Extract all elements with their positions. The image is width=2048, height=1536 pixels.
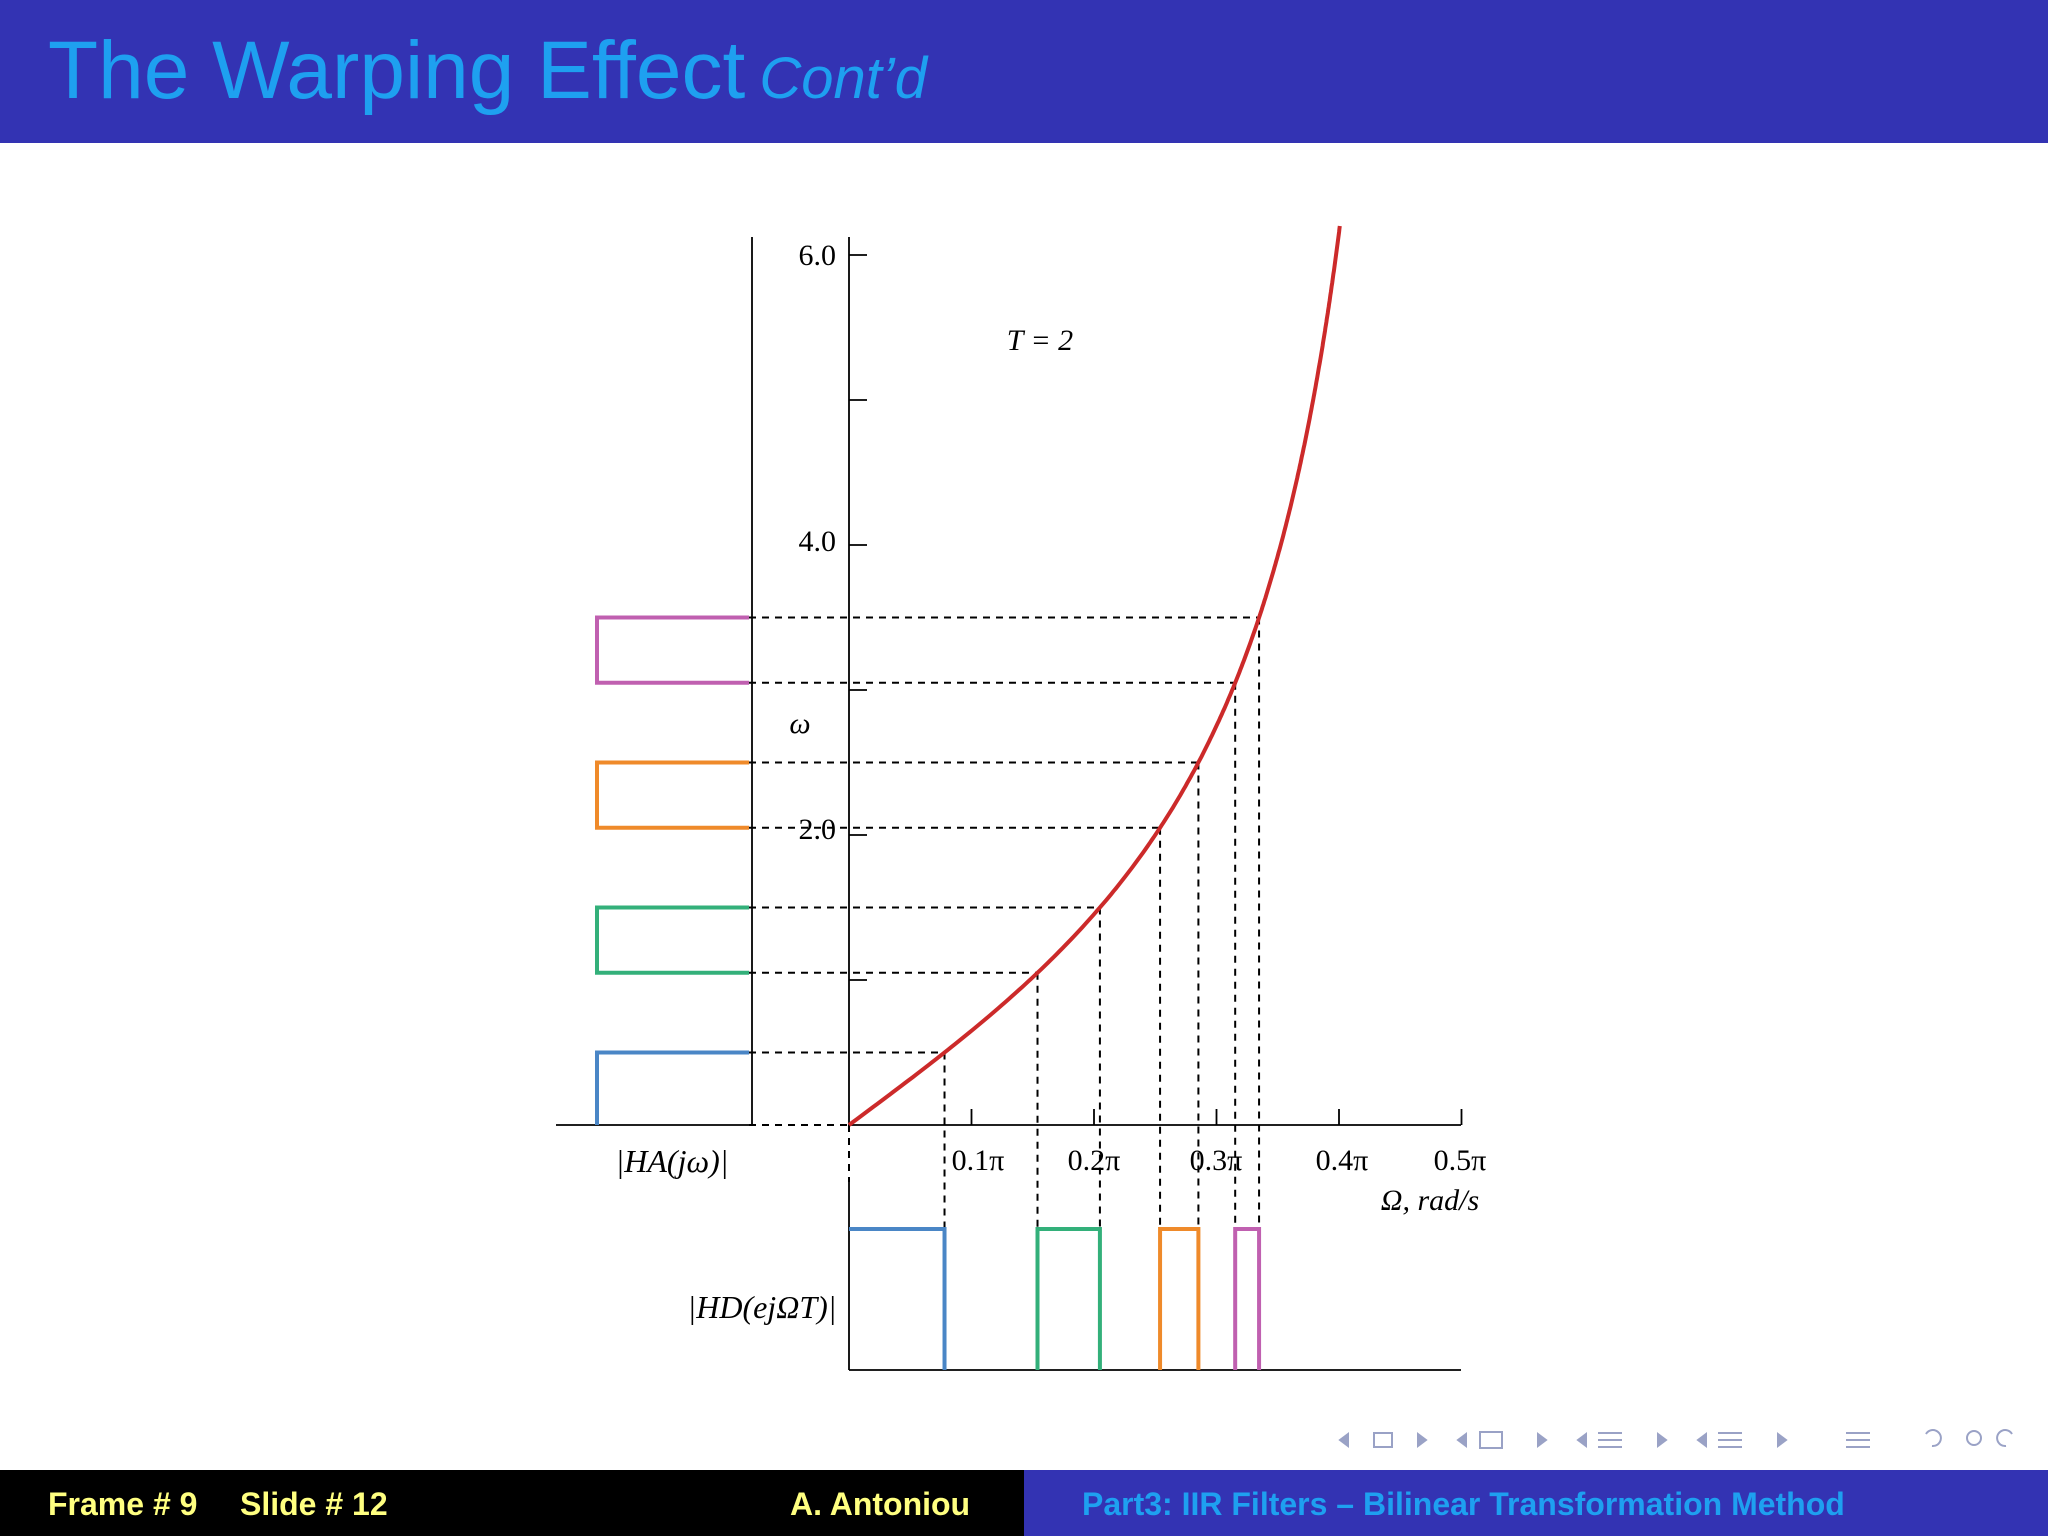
title-suffix: Cont’d (759, 46, 927, 111)
y-tick-label-6: 6.0 (799, 239, 837, 272)
digital-band-2 (1035, 1227, 1102, 1370)
axes (556, 237, 1461, 1371)
nav-prev-sec-icon[interactable] (1576, 1432, 1587, 1448)
nav-prev-sub-icon[interactable] (1456, 1432, 1467, 1448)
frame-icon[interactable] (1373, 1432, 1393, 1448)
band-shapes (595, 615, 1262, 1370)
footer-section-title: Part3: IIR Filters – Bilinear Transforma… (1082, 1486, 1845, 1522)
x-tick-label-0.3: 0.3π (1190, 1144, 1243, 1177)
undo-icon[interactable] (1925, 1429, 1942, 1448)
footer-slide-number: Slide # 12 (240, 1486, 388, 1522)
search-icon[interactable] (1966, 1430, 1982, 1446)
nav-next-sec-icon[interactable] (1657, 1432, 1668, 1448)
nav-prev-frame-icon[interactable] (1338, 1432, 1349, 1448)
warping-figure: 6.0 4.0 2.0 0.1π 0.2π 0.3π 0.4π 0.5π Ω, … (556, 225, 1487, 1371)
slide-header: The Warping Effect Cont’d (0, 0, 2048, 143)
footer-section-bar: Part3: IIR Filters – Bilinear Transforma… (1024, 1470, 2048, 1536)
x-tick-label-0.2: 0.2π (1068, 1144, 1121, 1177)
beamer-navigation (1338, 1429, 2013, 1449)
nav-next-sub-icon[interactable] (1537, 1432, 1548, 1448)
section-icon[interactable] (1598, 1432, 1622, 1448)
digital-band-3 (1158, 1227, 1201, 1370)
nav-next-doc-icon[interactable] (1777, 1432, 1788, 1448)
warping-curve (847, 225, 1342, 1127)
analog-band-2 (595, 905, 749, 975)
x-tick-label-0.5: 0.5π (1434, 1144, 1487, 1177)
digital-band-1 (849, 1227, 947, 1370)
y-tick-label-2: 2.0 (799, 813, 837, 846)
nav-next-frame-icon[interactable] (1417, 1432, 1428, 1448)
align-icon[interactable] (1846, 1432, 1870, 1448)
document-section-icon[interactable] (1718, 1432, 1742, 1448)
x-tick-label-0.4: 0.4π (1316, 1144, 1369, 1177)
redo-icon[interactable] (1996, 1429, 2013, 1448)
analog-response-label: |HA(jω)| (615, 1143, 728, 1179)
y-tick-label-4: 4.0 (799, 525, 837, 558)
slide-title: The Warping Effect Cont’d (48, 30, 927, 112)
subsection-icon[interactable] (1479, 1431, 1503, 1449)
title-main: The Warping Effect (48, 25, 746, 116)
x-tick-marks (970, 1109, 1463, 1125)
nav-prev-doc-icon[interactable] (1696, 1432, 1707, 1448)
analog-band-3 (595, 760, 749, 830)
x-tick-label-0.1: 0.1π (952, 1144, 1005, 1177)
analog-band-4 (595, 615, 749, 685)
guide-lines (749, 616, 1261, 1229)
digital-response-label: |HD(ejΩT)| (687, 1289, 836, 1325)
analog-band-1 (595, 1050, 749, 1125)
annotation-T: T = 2 (1007, 324, 1073, 357)
y-axis-symbol: ω (789, 707, 810, 740)
footer-author: A. Antoniou (790, 1486, 971, 1522)
footer-frame: Frame # 9 (48, 1486, 198, 1522)
slide-footer: Frame # 9 Slide # 12 A. Antoniou Part3: … (0, 1470, 2048, 1536)
x-axis-label: Ω, rad/s (1381, 1184, 1479, 1217)
y-tick-marks (849, 254, 867, 981)
digital-band-4 (1233, 1227, 1262, 1370)
